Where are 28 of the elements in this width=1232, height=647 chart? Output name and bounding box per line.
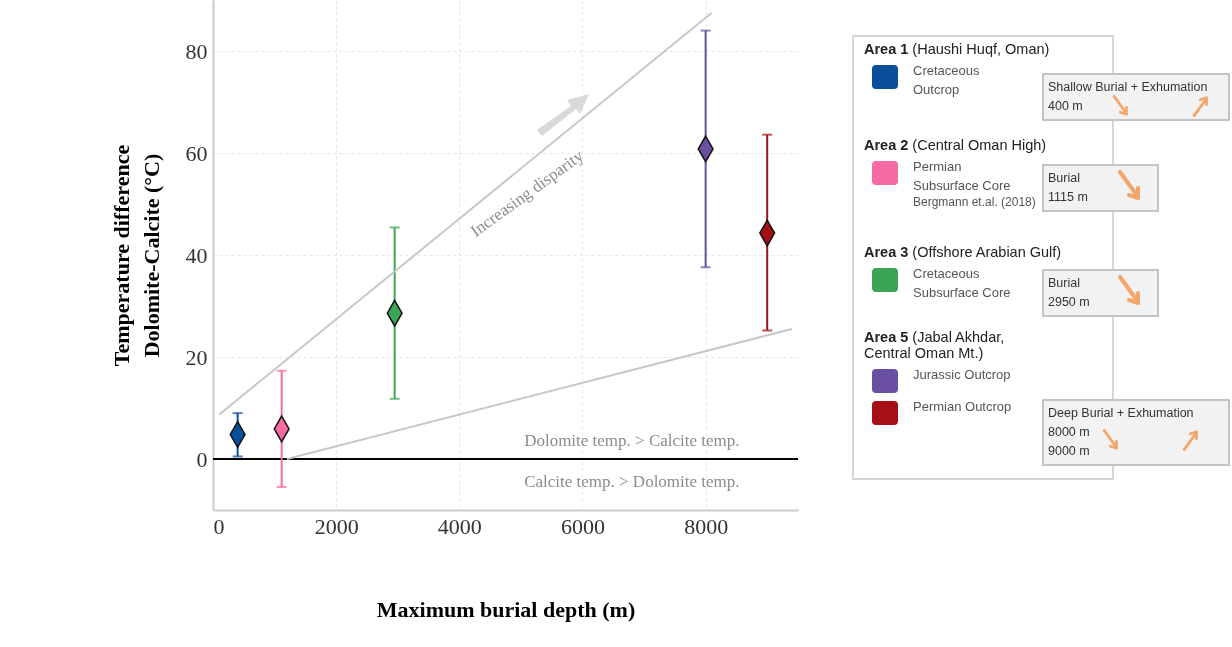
annotation: Dolomite temp. > Calcite temp. [524, 431, 740, 451]
text: Burial 2950 m [1042, 269, 1159, 317]
legend-label: Jurassic Outcrop [913, 366, 1012, 384]
text: Area 2 (Central Oman High) [864, 137, 1047, 153]
y-axis-title: Temperature difference Dolomite-Calcite (°C) [108, 144, 164, 367]
text: Area 3 (Offshore Arabian Gulf) [864, 244, 1062, 260]
x-axis-title: Maximum burial depth (m) [376, 596, 636, 622]
legend-label: Cretaceous Outcrop [913, 62, 981, 99]
text: Deep Burial + Exhumation 8000 m 9000 m [1042, 399, 1230, 466]
annotation: Calcite temp. > Dolomite temp. [524, 472, 740, 492]
x-tick-label: 8000 [684, 513, 729, 539]
legend-label: Permian Outcrop [913, 398, 1013, 416]
text: Burial 1115 m [1042, 164, 1159, 212]
text: Shallow Burial + Exhumation 400 m [1042, 73, 1230, 121]
x-tick-label: 2000 [314, 513, 359, 539]
y-tick-label: 40 [185, 242, 208, 268]
y-tick-label: 60 [185, 140, 208, 166]
x-tick-label: 0 [213, 513, 225, 539]
x-tick-label: 6000 [560, 513, 605, 539]
text: Area 5 (Jabal Akhdar, Central Oman Mt.) [864, 329, 1006, 361]
text: Area 1 (Haushi Huqf, Oman) [864, 41, 1050, 57]
y-tick-label: 0 [196, 446, 208, 472]
legend-label: Permian Subsurface Core [913, 158, 1012, 195]
y-tick-label: 80 [185, 38, 208, 64]
text: Bergmann et.al. (2018) [913, 195, 1037, 209]
y-tick-label: 20 [185, 344, 208, 370]
legend-label: Cretaceous Subsurface Core [913, 265, 1012, 302]
x-tick-label: 4000 [437, 513, 482, 539]
